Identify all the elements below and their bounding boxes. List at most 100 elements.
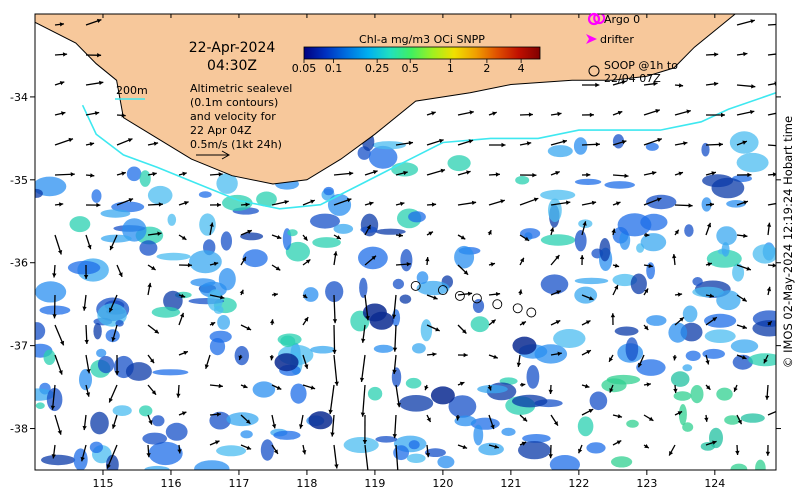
velocity-arrowhead — [624, 173, 629, 178]
altimetry-line-4: 22 Apr 04Z — [190, 124, 252, 137]
velocity-arrowhead — [57, 430, 62, 435]
velocity-arrowhead — [242, 256, 246, 262]
velocity-arrowhead — [582, 221, 587, 226]
velocity-arrowhead — [595, 82, 600, 88]
velocity-arrowhead — [269, 356, 274, 361]
velocity-arrowhead — [777, 409, 782, 413]
velocity-arrowhead — [585, 320, 591, 325]
velocity-arrowhead — [396, 472, 400, 476]
velocity-arrowhead — [440, 168, 445, 173]
velocity-arrowhead — [677, 411, 683, 416]
velocity-arrowhead — [213, 261, 219, 266]
soop-position-marker — [512, 303, 523, 314]
lon-tick-label: 123 — [636, 477, 657, 490]
velocity-arrowhead — [403, 170, 408, 176]
chlorophyll-patch — [640, 233, 667, 252]
chlorophyll-patch — [574, 277, 609, 285]
chlorophyll-patch — [277, 333, 302, 346]
chlorophyll-patch — [604, 181, 635, 189]
chlorophyll-patch — [165, 422, 188, 441]
velocity-arrowhead — [674, 229, 679, 235]
chlorophyll-patch — [220, 231, 232, 251]
velocity-arrowhead — [490, 262, 495, 267]
chlorophyll-patch — [333, 223, 354, 234]
lon-tick-label: 122 — [568, 477, 589, 490]
velocity-arrowhead — [557, 351, 562, 356]
chlorophyll-patch — [218, 268, 236, 291]
velocity-arrowhead — [648, 416, 654, 421]
velocity-arrowhead — [82, 306, 87, 311]
chlorophyll-patch — [589, 391, 608, 411]
chlorophyll-patch — [323, 186, 335, 196]
velocity-arrowhead — [365, 316, 370, 321]
velocity-arrowhead — [121, 171, 126, 176]
chlorophyll-patch — [534, 344, 568, 364]
chlorophyll-patch — [207, 289, 223, 311]
lat-tick-label: -36 — [10, 257, 28, 270]
velocity-arrowhead — [704, 417, 709, 422]
velocity-arrowhead — [763, 358, 768, 364]
velocity-arrowhead — [776, 22, 780, 26]
chlorophyll-patch — [716, 387, 733, 401]
chlorophyll-patch — [152, 369, 189, 376]
chlorophyll-patch — [97, 356, 115, 374]
chlorophyll-patch — [540, 189, 576, 201]
lat-tick-label: -35 — [10, 174, 28, 187]
velocity-arrowhead — [772, 172, 776, 177]
velocity-arrowhead — [595, 142, 600, 147]
velocity-arrowhead — [245, 202, 250, 207]
velocity-arrowhead — [644, 288, 649, 293]
velocity-arrowhead — [495, 172, 500, 177]
chlorophyll-patch — [573, 137, 588, 155]
chlorophyll-patch — [406, 453, 426, 463]
velocity-arrowhead — [656, 197, 662, 202]
chlorophyll-patch — [704, 313, 737, 328]
chlorophyll-patch — [478, 442, 504, 456]
chlorophyll-patch — [721, 242, 730, 257]
chlorophyll-patch — [256, 191, 277, 207]
chlorophyll-patch — [646, 262, 655, 280]
chlorophyll-patch — [416, 280, 450, 296]
land-mass — [35, 14, 776, 185]
chlorophyll-patch — [645, 142, 659, 151]
velocity-arrowhead — [303, 236, 308, 241]
chlorophyll-patch — [41, 454, 76, 466]
velocity-arrowhead — [487, 386, 492, 391]
chlorophyll-patch — [139, 170, 151, 187]
lon-tick-label: 121 — [500, 477, 521, 490]
velocity-arrow — [51, 384, 56, 410]
colorbar-ticks: 0.05 0.1 0.25 0.5 1 2 4 — [292, 59, 525, 75]
velocity-arrowhead — [220, 295, 225, 300]
chlorophyll-patch — [147, 185, 173, 205]
lat-tick-label: -34 — [10, 91, 28, 104]
velocity-arrowhead — [154, 329, 159, 334]
velocity-arrowhead — [520, 257, 524, 263]
velocity-arrowhead — [428, 231, 433, 236]
velocity-arrowhead — [562, 139, 567, 144]
velocity-arrowhead — [392, 434, 397, 439]
chlorophyll-patch — [412, 343, 426, 354]
velocity-arrowhead — [218, 383, 223, 389]
velocity-arrowhead — [468, 139, 474, 144]
chlorophyll-patch — [122, 218, 147, 242]
velocity-arrowhead — [492, 111, 497, 116]
chlorophyll-patch — [46, 387, 63, 412]
velocity-arrowhead — [85, 392, 91, 397]
longitude-axis: 115 116 117 118 119 120 121 122 123 124 — [92, 14, 725, 490]
velocity-arrowhead — [82, 425, 87, 431]
chlorophyll-patch — [167, 213, 177, 226]
chlorophyll-patch — [312, 237, 341, 248]
velocity-arrowhead — [94, 111, 100, 116]
velocity-arrowhead — [391, 314, 397, 319]
lon-tick-label: 117 — [228, 477, 249, 490]
chlorophyll-patch — [448, 395, 477, 418]
velocity-arrowhead — [246, 326, 252, 331]
velocity-arrowhead — [712, 440, 717, 445]
velocity-arrowhead — [494, 444, 499, 449]
chlorophyll-patch — [540, 234, 576, 246]
velocity-arrowhead — [276, 385, 282, 390]
velocity-arrowhead — [334, 464, 339, 469]
velocity-arrowhead — [469, 110, 474, 115]
velocity-arrowhead — [467, 291, 473, 296]
velocity-arrowhead — [589, 112, 594, 118]
